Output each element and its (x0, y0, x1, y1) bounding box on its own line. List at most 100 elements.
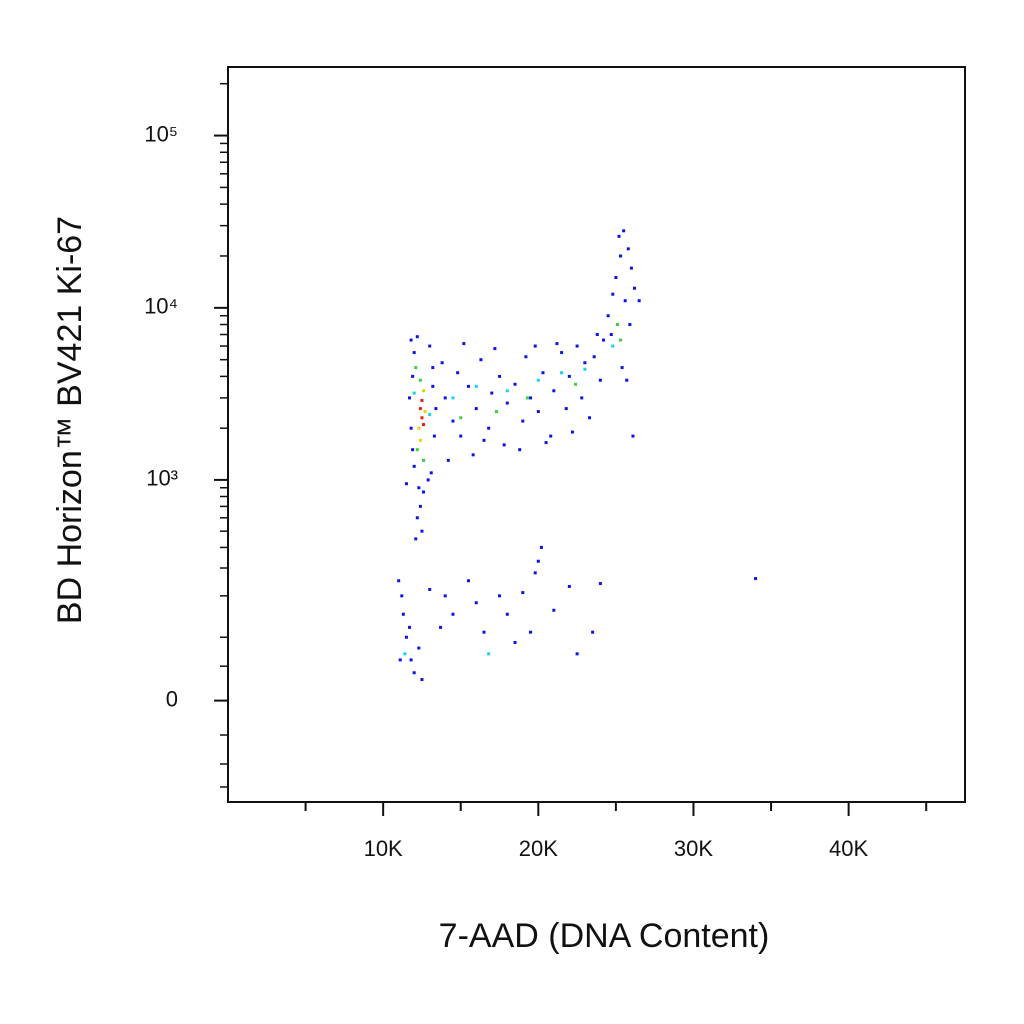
event-dot (479, 358, 483, 362)
event-dot (404, 635, 408, 639)
event-dot (494, 410, 498, 414)
event-dot (567, 584, 571, 588)
event-dot (524, 355, 528, 359)
event-dot (401, 612, 405, 616)
event-dot (498, 374, 502, 378)
y-tick-label: 0 (166, 686, 178, 711)
event-dot (609, 333, 613, 337)
event-dot (482, 438, 486, 442)
event-dot (539, 545, 543, 549)
event-dot (583, 361, 587, 365)
event-dot (583, 367, 587, 371)
event-dot (567, 374, 571, 378)
event-dot (614, 276, 618, 280)
event-dot (414, 537, 418, 541)
event-dot (620, 366, 624, 370)
event-dot (414, 366, 418, 370)
event-dot (471, 453, 475, 457)
event-dot (397, 579, 401, 583)
event-dot (595, 333, 599, 337)
event-dot (629, 266, 633, 270)
event-dot (420, 398, 424, 402)
event-dot (628, 323, 632, 327)
event-dot (421, 458, 425, 462)
event-dot (533, 571, 537, 575)
event-dot (529, 396, 533, 400)
event-dot (421, 423, 425, 427)
event-dot (439, 625, 443, 629)
event-dot (451, 419, 455, 423)
event-dot (521, 419, 525, 423)
event-dot (456, 371, 460, 375)
event-dot (513, 641, 517, 645)
event-dot (633, 286, 637, 290)
event-dot (626, 247, 630, 251)
event-dot (432, 434, 436, 438)
event-dot (560, 351, 564, 355)
event-dot (625, 378, 629, 382)
event-dot (619, 338, 623, 342)
event-dot (418, 438, 422, 442)
event-dot (428, 413, 432, 417)
event-dot (560, 371, 564, 375)
event-dot (611, 344, 615, 348)
event-dot (601, 338, 605, 342)
event-dot (623, 299, 627, 303)
event-dot (412, 351, 416, 355)
event-dot (434, 407, 438, 411)
plot-frame (227, 66, 966, 803)
event-dot (404, 482, 408, 486)
event-dot (462, 342, 466, 346)
event-dot (631, 434, 635, 438)
event-dot (466, 579, 470, 583)
x-axis-label: 7-AAD (DNA Content) (439, 917, 770, 955)
event-dot (536, 378, 540, 382)
event-dot (428, 587, 432, 591)
event-dot (533, 344, 537, 348)
event-dot (606, 314, 610, 318)
event-dot (415, 516, 419, 520)
x-tick-label: 30K (674, 836, 713, 861)
event-dot (487, 652, 491, 656)
event-dot (409, 338, 413, 342)
y-tick-label: 10³ (146, 466, 178, 491)
event-dot (525, 396, 529, 400)
event-dot (505, 401, 509, 405)
event-dot (459, 416, 463, 420)
event-dot (598, 582, 602, 586)
event-dot (474, 601, 478, 605)
event-dot (580, 396, 584, 400)
event-dot (418, 407, 422, 411)
event-dot (493, 347, 497, 351)
event-dot (420, 416, 424, 420)
y-axis-label: BD Horizon™ BV421 Ki-67 (51, 216, 89, 624)
event-dot (420, 678, 424, 682)
event-dot (417, 646, 421, 650)
event-dot (428, 344, 432, 348)
x-tick-label: 20K (519, 836, 558, 861)
event-dot (403, 652, 407, 656)
event-dot (591, 630, 595, 634)
event-dot (423, 410, 427, 414)
event-dot (418, 504, 422, 508)
event-dot (421, 490, 425, 494)
event-dot (412, 671, 416, 675)
event-dot (505, 612, 509, 616)
event-dot (412, 391, 416, 395)
y-tick-label: 10⁴ (144, 294, 178, 319)
event-dot (411, 374, 415, 378)
event-dot (411, 448, 415, 452)
event-dot (474, 407, 478, 411)
event-dot (498, 594, 502, 598)
event-dot (555, 342, 559, 346)
event-dot (459, 434, 463, 438)
event-dot (415, 448, 419, 452)
event-dot (541, 371, 545, 375)
x-tick-label: 10K (364, 836, 403, 861)
event-dot (415, 335, 419, 339)
event-dot (431, 384, 435, 388)
event-dot (505, 389, 509, 393)
event-dot (417, 486, 421, 490)
event-dot (570, 430, 574, 434)
event-dot (408, 396, 412, 400)
